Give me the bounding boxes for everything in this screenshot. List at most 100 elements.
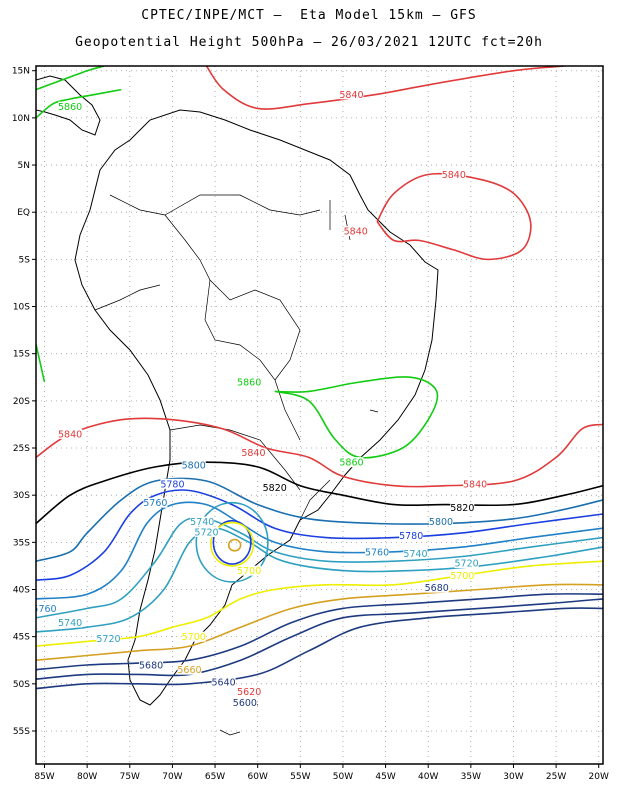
contour-5660: [36, 593, 603, 671]
x-tick-label: 30W: [503, 772, 523, 782]
x-tick-label: 45W: [375, 772, 395, 782]
contour-label-bg: [139, 659, 164, 670]
x-tick-label: 65W: [205, 772, 225, 782]
contour-label: 5780: [399, 531, 423, 542]
x-tick-label: 75W: [120, 772, 140, 782]
contour-label-bg: [58, 101, 83, 112]
contour-label-bg: [211, 676, 236, 687]
contour-label-bg: [343, 226, 368, 237]
contour-label-bg: [194, 526, 219, 537]
contour-labels: 5860 5840 5840 5840 5860 5860 5840 5840 5840 5820…: [32, 89, 488, 709]
closed-low-contour: [227, 538, 242, 552]
contour-5860: [36, 88, 122, 119]
contour-label: 5760: [32, 604, 56, 615]
x-tick-label: 55W: [290, 772, 310, 782]
contour-label-bg: [403, 548, 428, 559]
x-tick-label: 40W: [418, 772, 438, 782]
contour-label: 5800: [429, 517, 453, 528]
contour-label-bg: [160, 478, 185, 489]
contour-label-bg: [441, 169, 466, 180]
y-tick-label: 40S: [13, 586, 30, 596]
contour-label-bg: [232, 697, 257, 708]
contour-label-bg: [181, 459, 206, 470]
closed-low-contour: [209, 521, 255, 567]
contour-label: 5820: [450, 503, 474, 514]
y-tick-label: 15S: [13, 350, 30, 360]
x-tick-label: 50W: [333, 772, 353, 782]
contour-label: 5740: [403, 549, 427, 560]
contour-label-bg: [237, 376, 262, 387]
contour-label: 5740: [58, 618, 82, 629]
y-tick-label: 50S: [13, 680, 30, 690]
x-tick-label: 20W: [589, 772, 609, 782]
contour-label: 5700: [182, 632, 206, 643]
y-tick-label: 20S: [13, 397, 30, 407]
plot-frame: [35, 65, 604, 765]
contour-label-bg: [237, 686, 262, 697]
contour-label-bg: [241, 447, 266, 458]
contour-label-bg: [463, 478, 488, 489]
contour-5620: [36, 607, 603, 690]
contour-label: 5840: [442, 170, 466, 181]
y-tick-label: 15N: [12, 67, 30, 77]
contour-5800: [36, 477, 603, 562]
contour-5840: [376, 172, 532, 261]
chart-title-line-2: Geopotential Height 500hPa – 26/03/2021 …: [75, 35, 543, 50]
y-tick-label: 25S: [13, 444, 30, 454]
y-tick-label: 5N: [18, 161, 30, 171]
contour-label-bg: [399, 530, 424, 541]
contour-label-bg: [450, 502, 475, 513]
x-tick-label: 25W: [546, 772, 566, 782]
y-tick-label: 30S: [13, 491, 30, 501]
contour-label: 5640: [211, 677, 235, 688]
contour-label: 5600: [233, 698, 257, 709]
contour-label: 5700: [450, 571, 474, 582]
contour-label-bg: [454, 558, 479, 569]
x-tick-label: 35W: [461, 772, 481, 782]
y-tick-label: 35S: [13, 538, 30, 548]
contour-label-bg: [143, 497, 168, 508]
contour-label-bg: [96, 633, 121, 644]
contour-5780: [36, 489, 603, 581]
contour-label-bg: [262, 482, 287, 493]
contour-label-bg: [36, 603, 57, 614]
contour-label-bg: [450, 570, 475, 581]
contour-label: 5720: [454, 559, 478, 570]
contour-label: 5860: [237, 377, 261, 388]
south-america-coastline: [74, 109, 439, 706]
contour-label: 5760: [143, 498, 167, 509]
contour-label: 5700: [237, 566, 261, 577]
y-tick-label: 45S: [13, 633, 30, 643]
contour-label: 5840: [344, 227, 368, 238]
x-tick-label: 70W: [162, 772, 182, 782]
latitude-axis: 15N 10N 5N EQ 5S 10S 15S 20S 25S 30S 35S 40S 45S 50S 5…: [12, 67, 36, 737]
contour-5740: [36, 516, 603, 619]
contour-label: 5840: [463, 479, 487, 490]
contour-label: 5860: [339, 458, 363, 469]
contour-label: 5620: [237, 687, 261, 698]
contour-5860: [36, 66, 105, 91]
closed-low-contour: [195, 501, 269, 583]
contour-label: 5740: [190, 517, 214, 528]
x-tick-label: 60W: [248, 772, 268, 782]
contour-label: 5840: [241, 448, 265, 459]
contour-label-bg: [190, 516, 215, 527]
contour-label-bg: [181, 631, 206, 642]
contour-5840: [36, 417, 603, 488]
height-contours: [36, 66, 603, 690]
x-tick-label: 80W: [77, 772, 97, 782]
contour-label: 5660: [177, 665, 201, 676]
y-tick-label: 10S: [13, 303, 30, 313]
x-tick-label: 85W: [34, 772, 54, 782]
contour-5700: [36, 560, 603, 647]
contour-label: 5800: [182, 460, 206, 471]
closed-low-contour: [212, 519, 252, 565]
chart-title-line-1: CPTEC/INPE/MCT – Eta Model 15km – GFS: [141, 8, 477, 23]
contour-label: 5760: [365, 547, 389, 558]
contour-label-bg: [237, 565, 262, 576]
contour-label: 5720: [194, 527, 218, 538]
contour-5680: [36, 583, 603, 661]
contour-label: 5780: [160, 479, 184, 490]
contour-label-bg: [58, 428, 83, 439]
